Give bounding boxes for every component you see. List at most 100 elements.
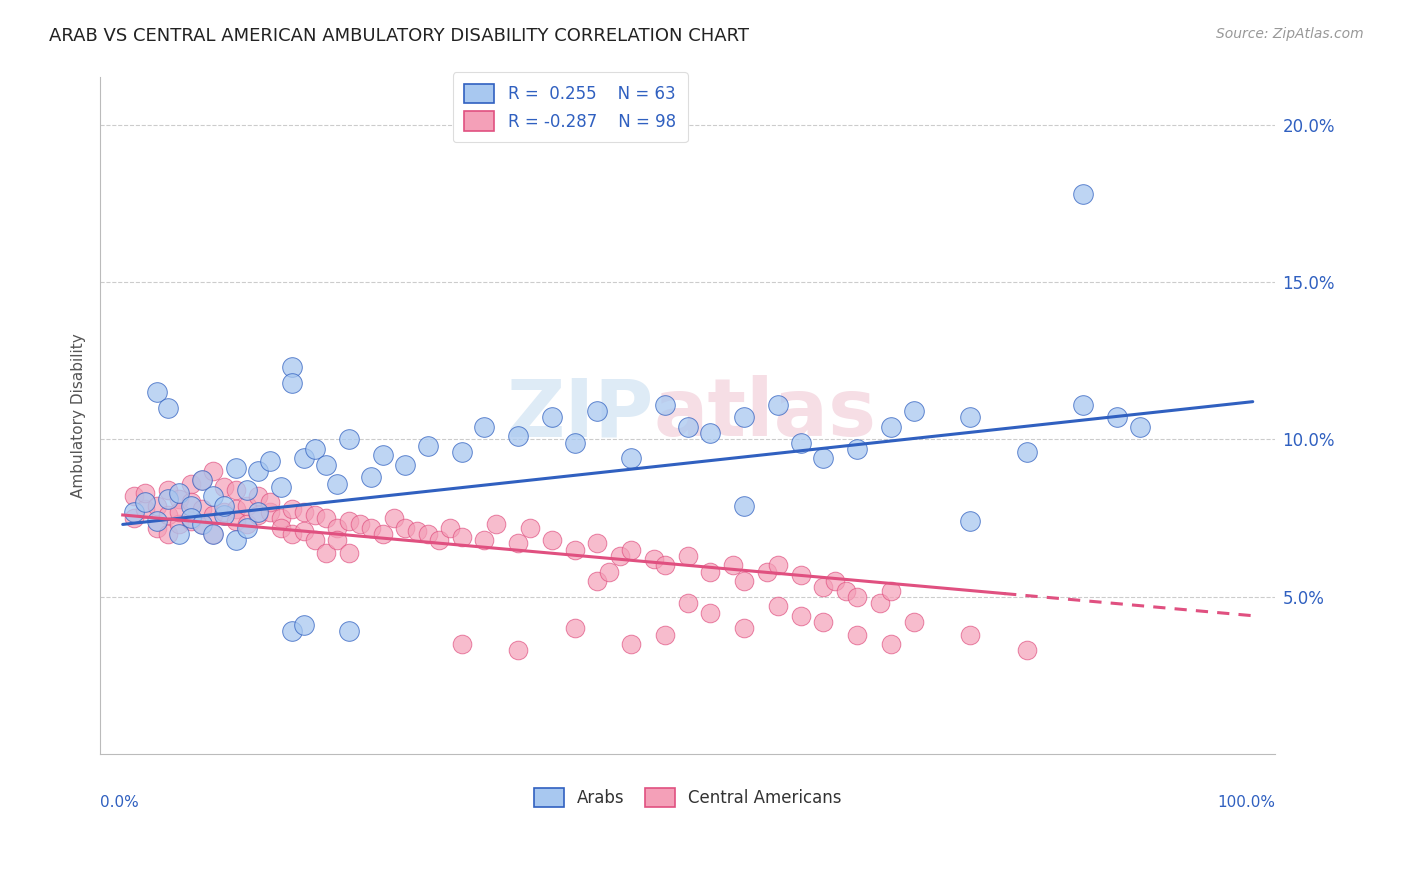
Point: [813, 451, 835, 466]
Point: [733, 621, 755, 635]
Point: [202, 527, 225, 541]
Point: [167, 527, 190, 541]
Y-axis label: Ambulatory Disability: Ambulatory Disability: [72, 334, 86, 499]
Point: [337, 624, 360, 639]
Point: [360, 470, 382, 484]
Point: [214, 499, 236, 513]
Point: [846, 627, 869, 641]
Point: [846, 590, 869, 604]
Point: [541, 533, 564, 548]
Point: [1015, 445, 1038, 459]
Point: [191, 474, 214, 488]
Point: [337, 546, 360, 560]
Point: [1107, 410, 1129, 425]
Point: [337, 433, 360, 447]
Point: [304, 442, 326, 456]
Point: [292, 524, 315, 538]
Point: [880, 637, 903, 651]
Point: [620, 542, 643, 557]
Point: [721, 558, 744, 573]
Text: 100.0%: 100.0%: [1218, 795, 1275, 810]
Point: [450, 530, 472, 544]
Text: atlas: atlas: [654, 376, 877, 453]
Point: [270, 480, 292, 494]
Point: [766, 599, 789, 614]
Point: [371, 448, 394, 462]
Point: [225, 514, 247, 528]
Point: [191, 517, 214, 532]
Text: Source: ZipAtlas.com: Source: ZipAtlas.com: [1216, 27, 1364, 41]
Point: [167, 505, 190, 519]
Point: [1071, 398, 1094, 412]
Point: [122, 489, 145, 503]
Point: [586, 536, 609, 550]
Point: [337, 514, 360, 528]
Point: [202, 464, 225, 478]
Point: [699, 606, 721, 620]
Point: [394, 520, 416, 534]
Point: [134, 501, 156, 516]
Point: [281, 624, 304, 639]
Point: [1015, 643, 1038, 657]
Point: [824, 574, 846, 588]
Point: [225, 460, 247, 475]
Point: [450, 637, 472, 651]
Point: [564, 435, 586, 450]
Point: [156, 492, 179, 507]
Point: [564, 542, 586, 557]
Point: [315, 511, 337, 525]
Point: [202, 527, 225, 541]
Point: [247, 464, 270, 478]
Point: [156, 527, 179, 541]
Point: [416, 439, 439, 453]
Point: [180, 514, 202, 528]
Point: [643, 552, 665, 566]
Point: [315, 458, 337, 472]
Point: [122, 511, 145, 525]
Point: [259, 505, 281, 519]
Point: [519, 520, 541, 534]
Point: [1129, 420, 1152, 434]
Point: [236, 483, 259, 497]
Point: [790, 608, 813, 623]
Point: [225, 483, 247, 497]
Point: [259, 495, 281, 509]
Point: [281, 527, 304, 541]
Point: [699, 426, 721, 441]
Point: [214, 480, 236, 494]
Point: [676, 420, 699, 434]
Point: [145, 514, 167, 528]
Point: [450, 445, 472, 459]
Point: [654, 398, 676, 412]
Point: [292, 618, 315, 632]
Point: [620, 451, 643, 466]
Point: [598, 565, 620, 579]
Point: [405, 524, 427, 538]
Point: [586, 404, 609, 418]
Point: [835, 583, 858, 598]
Point: [959, 627, 981, 641]
Point: [1071, 186, 1094, 201]
Point: [281, 359, 304, 374]
Point: [156, 508, 179, 522]
Point: [733, 499, 755, 513]
Point: [790, 435, 813, 450]
Point: [270, 511, 292, 525]
Point: [191, 501, 214, 516]
Point: [167, 517, 190, 532]
Text: 0.0%: 0.0%: [100, 795, 139, 810]
Point: [270, 520, 292, 534]
Point: [959, 514, 981, 528]
Point: [959, 410, 981, 425]
Point: [326, 533, 349, 548]
Point: [145, 385, 167, 400]
Point: [790, 567, 813, 582]
Point: [236, 520, 259, 534]
Point: [382, 511, 405, 525]
Point: [766, 398, 789, 412]
Point: [813, 580, 835, 594]
Point: [508, 536, 530, 550]
Legend: Arabs, Central Americans: Arabs, Central Americans: [527, 781, 848, 814]
Point: [472, 533, 495, 548]
Point: [903, 404, 925, 418]
